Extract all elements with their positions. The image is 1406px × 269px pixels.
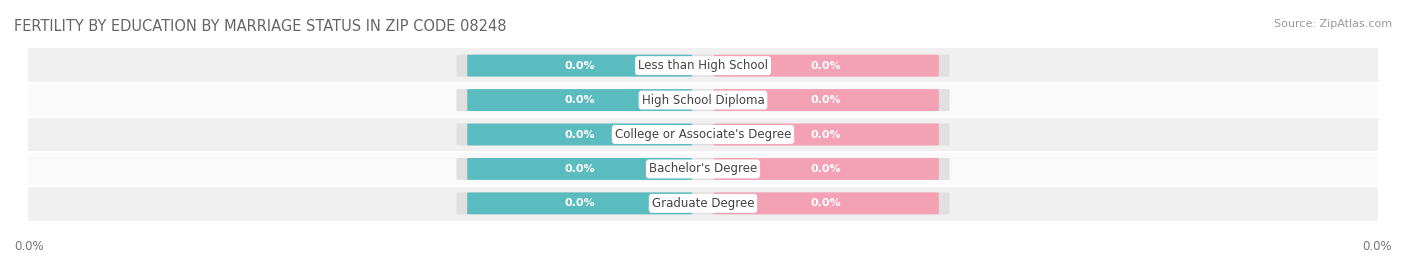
FancyBboxPatch shape (467, 55, 692, 77)
Text: 0.0%: 0.0% (811, 95, 842, 105)
Text: 0.0%: 0.0% (14, 240, 44, 253)
Text: Less than High School: Less than High School (638, 59, 768, 72)
FancyBboxPatch shape (457, 192, 949, 214)
Text: FERTILITY BY EDUCATION BY MARRIAGE STATUS IN ZIP CODE 08248: FERTILITY BY EDUCATION BY MARRIAGE STATU… (14, 19, 506, 34)
FancyBboxPatch shape (714, 158, 939, 180)
Text: College or Associate's Degree: College or Associate's Degree (614, 128, 792, 141)
Text: 0.0%: 0.0% (811, 129, 842, 140)
Text: Graduate Degree: Graduate Degree (652, 197, 754, 210)
FancyBboxPatch shape (714, 55, 939, 77)
FancyBboxPatch shape (467, 89, 692, 111)
Text: 0.0%: 0.0% (564, 61, 595, 71)
FancyBboxPatch shape (467, 158, 692, 180)
Text: Source: ZipAtlas.com: Source: ZipAtlas.com (1274, 19, 1392, 29)
Text: 0.0%: 0.0% (564, 95, 595, 105)
Bar (28, 186, 1378, 221)
Text: 0.0%: 0.0% (811, 61, 842, 71)
FancyBboxPatch shape (467, 123, 692, 146)
Bar (28, 83, 1378, 117)
FancyBboxPatch shape (457, 55, 949, 77)
FancyBboxPatch shape (457, 123, 949, 146)
Text: 0.0%: 0.0% (811, 164, 842, 174)
FancyBboxPatch shape (714, 192, 939, 214)
Text: 0.0%: 0.0% (564, 198, 595, 208)
Bar (28, 48, 1378, 83)
FancyBboxPatch shape (714, 123, 939, 146)
FancyBboxPatch shape (467, 192, 692, 214)
Bar (28, 152, 1378, 186)
Text: 0.0%: 0.0% (564, 164, 595, 174)
Text: 0.0%: 0.0% (564, 129, 595, 140)
Text: High School Diploma: High School Diploma (641, 94, 765, 107)
FancyBboxPatch shape (714, 89, 939, 111)
Bar (28, 117, 1378, 152)
Text: 0.0%: 0.0% (811, 198, 842, 208)
Text: 0.0%: 0.0% (1362, 240, 1392, 253)
FancyBboxPatch shape (457, 158, 949, 180)
Text: Bachelor's Degree: Bachelor's Degree (650, 162, 756, 175)
FancyBboxPatch shape (457, 89, 949, 111)
